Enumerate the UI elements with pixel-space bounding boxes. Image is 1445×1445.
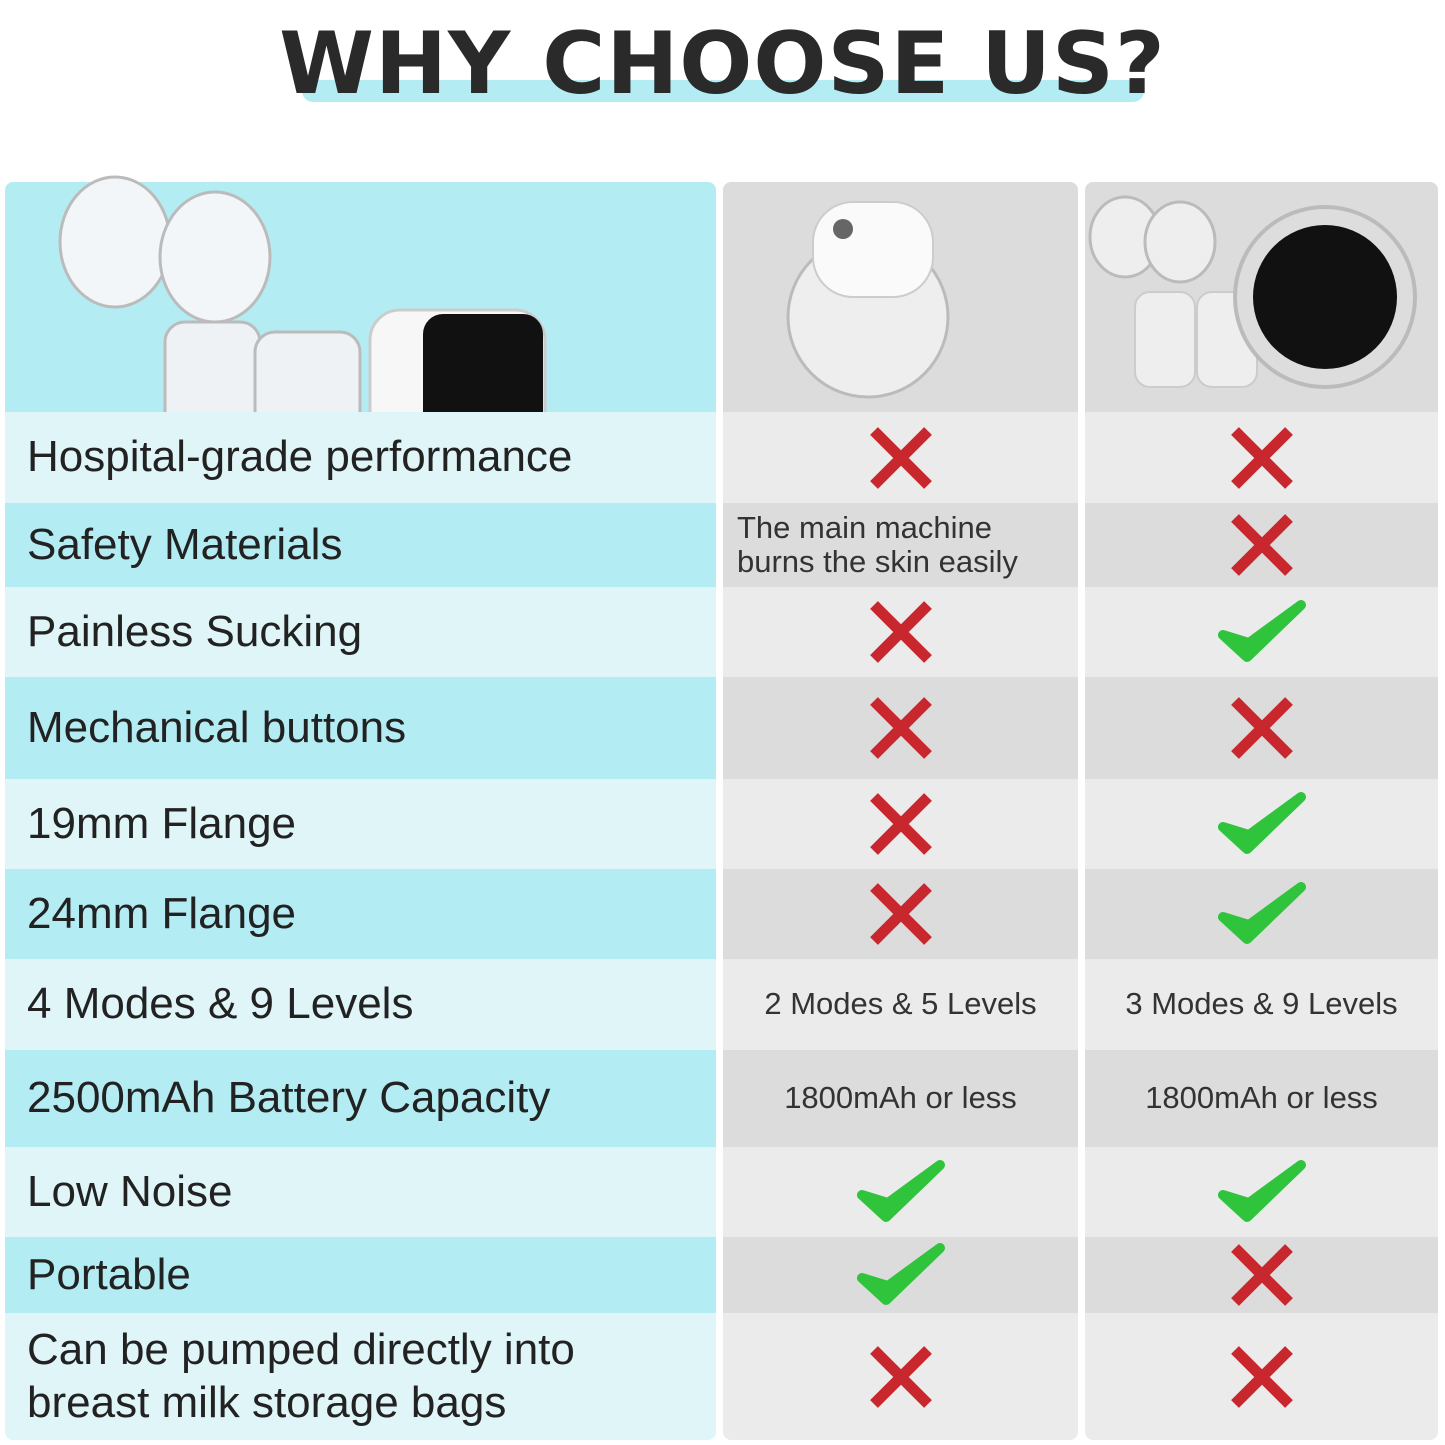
comparison-cell: 1800mAh or less [723,1050,1078,1147]
comparison-cell [723,779,1078,869]
comparison-cell: 3 Modes & 9 Levels [1085,959,1438,1050]
header-our-product [5,175,716,484]
comparison-cell [723,869,1078,959]
cross-icon [1230,1244,1293,1306]
comparison-cell [1085,1313,1438,1440]
cross-icon [1230,697,1293,759]
check-icon [856,1160,945,1222]
check-icon [1217,792,1306,854]
comparison-cell [723,412,1078,503]
title-highlight [302,80,1144,102]
header-competitor-b [1085,182,1438,413]
cross-icon [869,793,932,855]
feature-cell: Low Noise [5,1147,716,1237]
cross-icon [869,601,932,663]
header-competitor-a [723,182,1078,413]
comparison-cell: 2 Modes & 5 Levels [723,959,1078,1050]
comparison-cell [1085,677,1438,779]
check-icon [1217,882,1306,944]
feature-cell: Safety Materials [5,503,716,587]
check-icon [856,1243,945,1305]
cross-icon [1230,1345,1293,1408]
comparison-cell [723,1313,1078,1440]
cross-icon [869,1345,932,1408]
comparison-cell [723,587,1078,677]
comparison-cell [1085,1147,1438,1237]
comparison-cell [723,677,1078,779]
feature-cell: Painless Sucking [5,587,716,677]
feature-cell: 19mm Flange [5,779,716,869]
comparison-cell [723,1147,1078,1237]
feature-cell: 4 Modes & 9 Levels [5,959,716,1050]
feature-cell: 24mm Flange [5,869,716,959]
feature-cell: Mechanical buttons [5,677,716,779]
cross-icon [869,883,932,945]
feature-cell: Hospital-grade performance [5,412,716,503]
comparison-cell: The main machine burns the skin easily [723,503,1078,587]
comparison-cell [1085,503,1438,587]
check-icon [1217,600,1306,662]
cross-icon [869,426,932,489]
feature-cell: Can be pumped directly into breast milk … [5,1313,716,1440]
comparison-cell [1085,869,1438,959]
cross-icon [869,697,932,759]
feature-cell: Portable [5,1237,716,1313]
cross-icon [1230,426,1293,489]
feature-cell: 2500mAh Battery Capacity [5,1050,716,1147]
cross-icon [1230,514,1293,576]
comparison-cell [723,1237,1078,1313]
product-image [58,175,547,484]
comparison-cell [1085,779,1438,869]
comparison-cell [1085,412,1438,503]
comparison-cell [1085,587,1438,677]
check-icon [1217,1160,1306,1222]
product-image [786,201,950,399]
title: WHY CHOOSE US? [279,14,1166,114]
comparison-cell: 1800mAh or less [1085,1050,1438,1147]
comparison-cell [1085,1237,1438,1313]
product-image [1088,195,1417,389]
